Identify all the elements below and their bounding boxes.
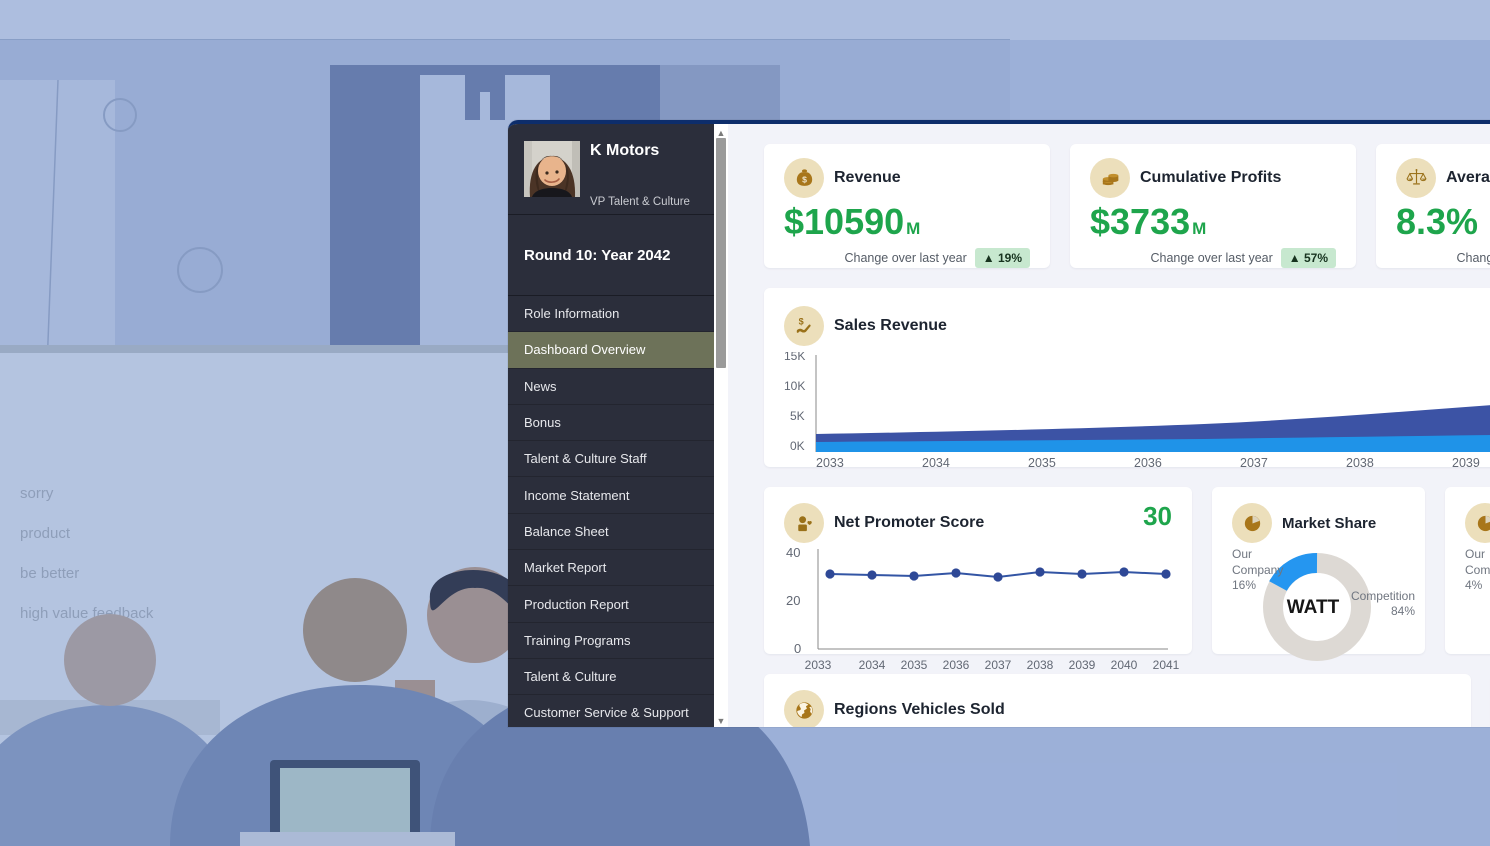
svg-text:2037: 2037 xyxy=(985,658,1012,672)
svg-text:20: 20 xyxy=(786,593,800,608)
svg-text:2037: 2037 xyxy=(1240,456,1268,470)
svg-text:2033: 2033 xyxy=(816,456,844,470)
svg-text:2034: 2034 xyxy=(859,658,886,672)
svg-text:2040: 2040 xyxy=(1111,658,1138,672)
svg-text:$: $ xyxy=(802,174,807,184)
svg-text:15K: 15K xyxy=(784,352,805,363)
svg-text:10K: 10K xyxy=(784,379,805,393)
svg-text:2038: 2038 xyxy=(1346,456,1374,470)
svg-text:$: $ xyxy=(798,316,803,326)
svg-text:2039: 2039 xyxy=(1452,456,1480,470)
svg-text:2041: 2041 xyxy=(1153,658,1180,672)
svg-text:2038: 2038 xyxy=(1027,658,1054,672)
svg-text:2036: 2036 xyxy=(1134,456,1162,470)
svg-text:2035: 2035 xyxy=(1028,456,1056,470)
svg-text:40: 40 xyxy=(786,545,800,560)
svg-text:2034: 2034 xyxy=(922,456,950,470)
svg-text:5K: 5K xyxy=(790,409,805,423)
svg-text:2036: 2036 xyxy=(943,658,970,672)
svg-text:WATT: WATT xyxy=(1286,597,1339,618)
svg-text:2039: 2039 xyxy=(1069,658,1096,672)
svg-text:2033: 2033 xyxy=(805,658,832,672)
svg-text:0K: 0K xyxy=(790,439,805,453)
svg-text:2035: 2035 xyxy=(901,658,928,672)
svg-text:0: 0 xyxy=(794,641,801,656)
